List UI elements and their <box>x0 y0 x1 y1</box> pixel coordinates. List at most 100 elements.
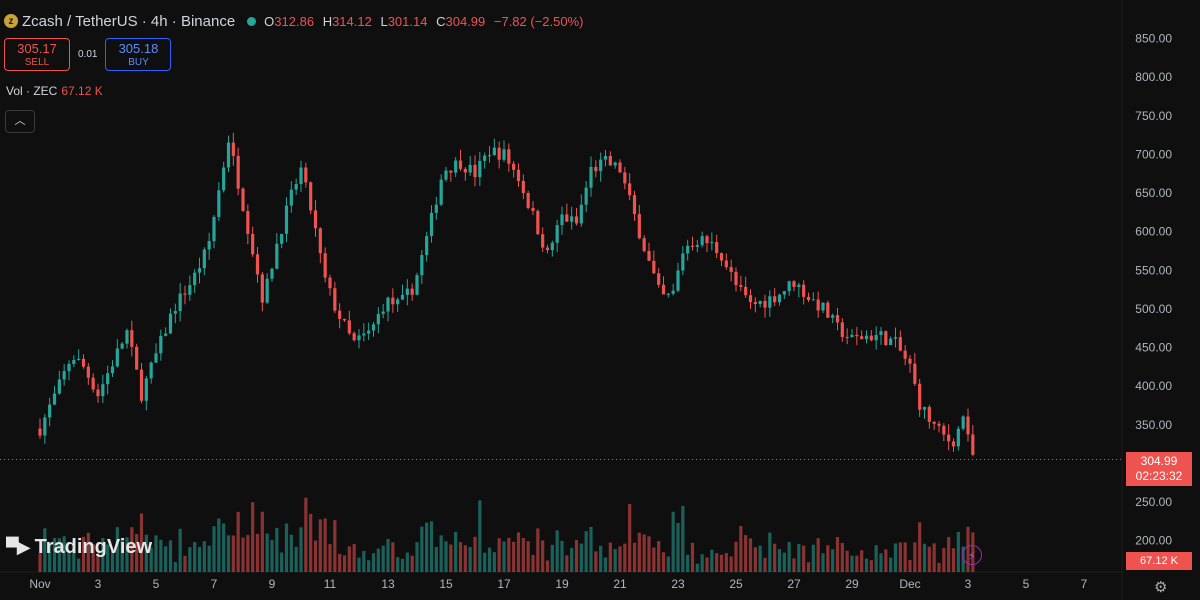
candle-body <box>376 313 380 325</box>
volume-bar <box>860 550 864 572</box>
candle-body <box>632 195 637 215</box>
volume-bar <box>439 535 443 572</box>
volume-bar <box>110 550 115 572</box>
candle-body <box>197 268 202 273</box>
candle-body <box>710 242 714 244</box>
candle-body <box>676 270 680 291</box>
volume-bar <box>903 542 907 572</box>
buy-button[interactable]: 305.18 BUY <box>105 38 172 71</box>
volume-bar <box>623 543 627 572</box>
volume-bar <box>159 539 163 572</box>
volume-bar <box>628 503 632 572</box>
volume-bar <box>57 538 61 572</box>
price-tick-label: 650.00 <box>1135 186 1172 200</box>
volume-bar <box>352 544 356 572</box>
candle-body <box>202 249 206 269</box>
price-tick-label: 500.00 <box>1135 302 1172 316</box>
bar-countdown: 02:23:32 <box>1135 469 1183 483</box>
volume-bar <box>734 541 738 572</box>
candle-body <box>502 149 506 160</box>
candle-body <box>391 297 395 305</box>
candle-body <box>652 260 656 274</box>
volume-bar <box>328 544 332 572</box>
candle-body <box>555 225 559 243</box>
lightning-icon[interactable]: ⚡ <box>962 545 982 565</box>
candle-body <box>193 272 197 286</box>
volume-bar <box>739 525 743 572</box>
candle-body <box>826 302 830 318</box>
volume-bar <box>884 549 888 572</box>
volume-bar <box>512 541 516 572</box>
volume-bar <box>768 532 772 572</box>
candle-body <box>584 187 588 205</box>
candle-body <box>52 393 57 405</box>
volume-bar <box>589 526 593 572</box>
volume-bar <box>130 527 134 572</box>
candle-body <box>246 211 250 234</box>
candle-body <box>347 320 351 334</box>
sell-button[interactable]: 305.17 SELL <box>4 38 70 71</box>
candle-body <box>473 164 477 178</box>
price-tick-label: 350.00 <box>1135 418 1172 432</box>
volume-bar <box>400 558 405 572</box>
volume-bar <box>681 505 685 572</box>
sell-price: 305.17 <box>17 41 57 56</box>
candle-body <box>429 212 434 237</box>
volume-bar <box>690 542 695 572</box>
candle-body <box>207 241 211 250</box>
volume-bar <box>62 536 66 572</box>
tradingview-logo: ▀▶ TradingView <box>6 536 152 559</box>
candle-body <box>439 179 443 205</box>
volume-bar <box>652 547 656 572</box>
candle-body <box>956 428 960 447</box>
volume-bar <box>149 547 153 572</box>
candle-body <box>536 210 540 235</box>
candle-body <box>603 156 608 160</box>
candle-body <box>338 310 342 319</box>
candle-body <box>831 315 835 318</box>
settings-gear-icon[interactable]: ⚙ <box>1154 579 1168 596</box>
volume-bar <box>236 511 240 572</box>
candle-body <box>608 156 612 166</box>
candle-body <box>48 404 52 418</box>
candle-body <box>57 379 61 394</box>
time-axis: Nov 3 5 7 9 11 13 15 17 19 21 23 25 27 29 Dec 3 5 7 <box>29 577 1087 591</box>
volume-bar <box>893 543 898 572</box>
candle-body <box>149 362 153 379</box>
candle-body <box>289 189 293 206</box>
candle-body <box>613 162 617 166</box>
volume-bar <box>299 527 303 572</box>
volume-bar <box>898 542 902 572</box>
open-value: 312.86 <box>274 13 315 29</box>
market-status-dot <box>247 16 257 26</box>
time-tick-label: 21 <box>613 577 627 591</box>
candle-body <box>91 377 95 390</box>
candle-body <box>797 284 801 287</box>
collapse-legend-button[interactable]: ︿ <box>5 110 35 133</box>
low-value: 301.14 <box>387 13 428 29</box>
volume-bar <box>719 554 724 572</box>
candle-body <box>43 417 47 436</box>
candle-body <box>400 294 405 300</box>
candle-body <box>927 407 931 422</box>
symbol-title[interactable]: Zcash / TetherUS · 4h · Binance <box>22 12 236 30</box>
candle-body <box>560 214 564 226</box>
candle-body <box>468 164 472 173</box>
candle-body <box>719 253 724 261</box>
volume-bar <box>502 541 506 572</box>
volume-bar <box>284 523 289 572</box>
price-tick-label: 550.00 <box>1135 263 1172 277</box>
low-label: L <box>380 13 388 29</box>
volume-bar <box>43 528 47 572</box>
volume-bar <box>787 541 791 572</box>
candle-body <box>255 254 260 275</box>
candle-body <box>840 322 844 337</box>
candle-body <box>947 434 951 442</box>
candle-body <box>367 330 371 334</box>
volume-bar <box>265 533 269 572</box>
candle-body <box>478 160 482 178</box>
candle-body <box>251 233 255 255</box>
volume-bar <box>545 560 550 572</box>
volume-bar <box>748 538 753 572</box>
